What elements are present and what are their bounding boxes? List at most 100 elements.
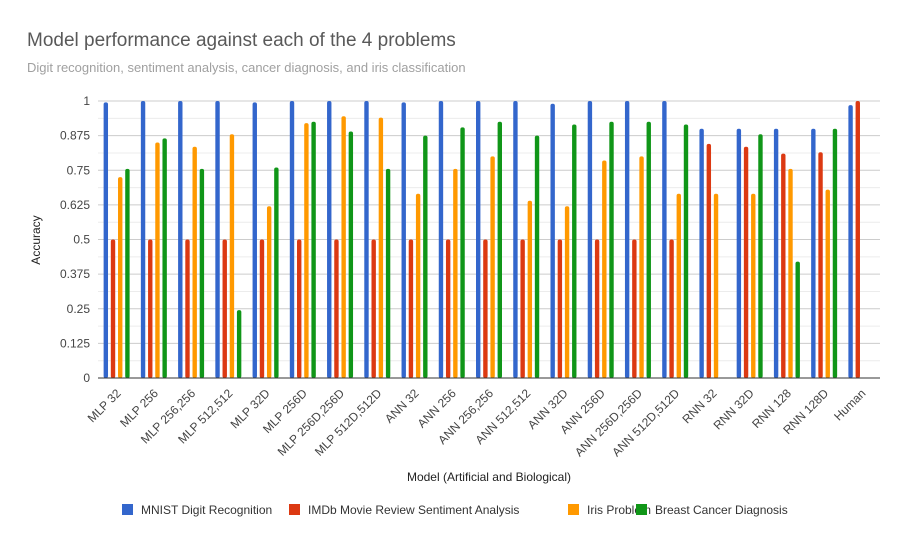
bar — [825, 189, 830, 378]
bar — [699, 128, 704, 378]
bar — [639, 156, 644, 378]
legend: MNIST Digit Recognition IMDb Movie Review… — [122, 503, 788, 517]
y-tick-label: 0.5 — [73, 233, 90, 247]
chart-subtitle: Digit recognition, sentiment analysis, c… — [27, 60, 466, 75]
bar — [259, 239, 265, 378]
y-tick-label: 0.875 — [60, 129, 90, 143]
bar — [178, 101, 183, 378]
bar — [408, 239, 414, 378]
bar — [743, 146, 749, 378]
legend-label: IMDb Movie Review Sentiment Analysis — [308, 503, 519, 517]
bar — [215, 101, 220, 378]
bar — [713, 193, 719, 378]
bar — [327, 101, 332, 378]
bar — [162, 138, 167, 378]
bar — [818, 152, 823, 378]
bar — [848, 105, 853, 378]
y-tick-label: 0.625 — [60, 198, 90, 212]
bar — [758, 134, 763, 378]
x-tick-label: ANN 512D,512D — [609, 386, 682, 459]
bar — [662, 101, 667, 378]
bar — [401, 102, 406, 378]
x-tick-label: MLP 256D,256D — [275, 386, 348, 459]
bar — [341, 116, 346, 379]
bar — [632, 239, 637, 378]
y-tick-label: 0.125 — [60, 336, 90, 350]
bar — [110, 239, 116, 378]
bar — [594, 239, 600, 378]
bar — [103, 102, 109, 378]
bar — [811, 128, 816, 378]
bar — [557, 239, 563, 378]
x-tick-label: RNN 32D — [711, 386, 757, 432]
bar — [751, 193, 756, 378]
bar — [371, 239, 376, 378]
bar — [364, 101, 369, 378]
bar — [423, 135, 428, 378]
bar — [460, 127, 465, 378]
bar — [252, 102, 257, 378]
bar — [706, 143, 712, 378]
bar — [334, 239, 339, 378]
bar — [602, 160, 607, 378]
bar — [453, 168, 458, 378]
bar — [118, 177, 123, 378]
x-tick-label: Human — [831, 386, 868, 423]
x-axis-title: Model (Artificial and Biological) — [407, 470, 571, 484]
bar — [140, 101, 146, 378]
bar — [773, 128, 779, 378]
legend-label: Iris Problem — [587, 503, 651, 517]
bars — [103, 101, 860, 379]
y-tick-label: 1 — [83, 94, 90, 108]
bar — [229, 134, 235, 378]
bar — [497, 121, 502, 379]
bar — [513, 101, 518, 378]
x-tick-label: MLP 512D,512D — [312, 386, 385, 459]
gridlines — [98, 100, 880, 362]
bar — [646, 121, 651, 379]
bar — [624, 101, 630, 378]
bar — [348, 131, 354, 378]
legend-swatch — [122, 504, 133, 515]
bar — [520, 239, 525, 378]
bar — [222, 239, 227, 378]
x-tick-label: ANN 256D,256D — [572, 386, 645, 459]
bar — [788, 168, 793, 378]
y-tick-label: 0.375 — [60, 267, 90, 281]
y-tick-label: 0.75 — [67, 163, 91, 177]
legend-swatch — [568, 504, 579, 515]
bar — [550, 103, 555, 379]
bar — [527, 200, 533, 378]
bar — [192, 146, 197, 378]
bar — [304, 123, 309, 378]
bar — [289, 101, 295, 378]
bar — [155, 142, 160, 378]
legend-swatch — [289, 504, 300, 515]
chart-title: Model performance against each of the 4 … — [27, 30, 456, 51]
bar — [266, 206, 272, 378]
bar — [385, 168, 391, 378]
bar — [669, 239, 674, 378]
bar — [564, 206, 570, 378]
bar — [415, 193, 421, 378]
bar — [445, 239, 451, 378]
bar — [855, 101, 860, 378]
bar — [476, 101, 481, 378]
y-axis-title: Accuracy — [29, 215, 43, 264]
bar — [199, 168, 205, 378]
bar — [587, 101, 593, 378]
bar — [609, 121, 614, 379]
legend-label: MNIST Digit Recognition — [141, 503, 272, 517]
bar — [781, 153, 786, 378]
bar — [274, 167, 279, 378]
bar — [534, 135, 540, 378]
legend-label: Breast Cancer Diagnosis — [655, 503, 788, 517]
bar — [483, 239, 488, 378]
bar — [572, 124, 577, 378]
bar — [185, 239, 190, 378]
legend-swatch — [636, 504, 647, 515]
bar — [736, 128, 742, 378]
bar — [311, 121, 316, 379]
